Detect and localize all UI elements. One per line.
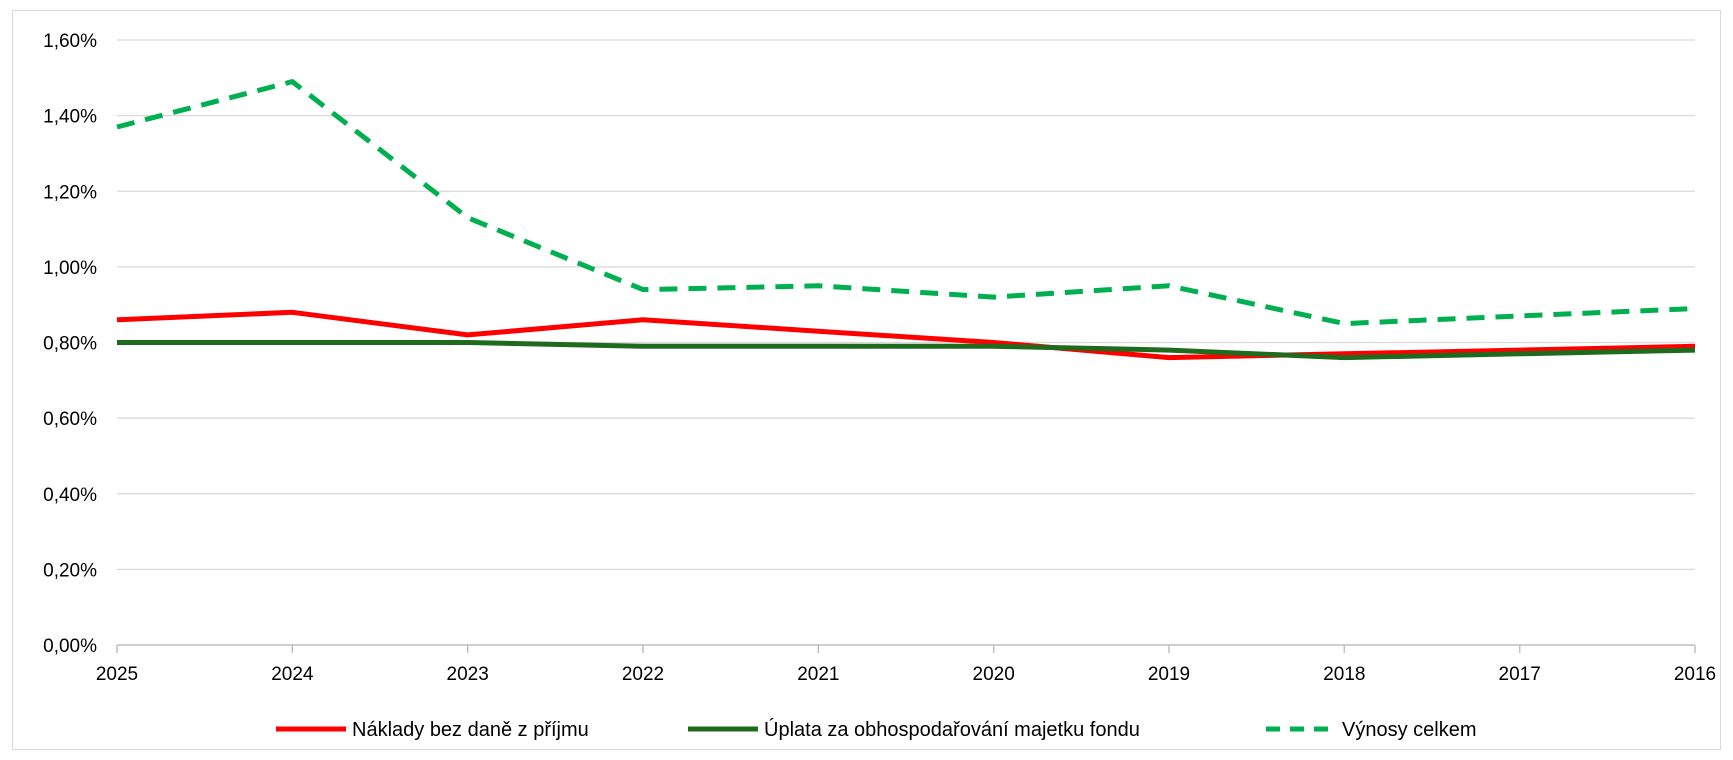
y-tick-label: 0,40% bbox=[43, 485, 97, 506]
legend-label: Náklady bez daně z příjmu bbox=[352, 719, 589, 741]
y-tick-label: 0,20% bbox=[43, 560, 97, 581]
gridlines bbox=[117, 39, 1695, 571]
x-tick-label: 2021 bbox=[797, 664, 839, 685]
series-line-1 bbox=[116, 309, 1696, 361]
x-tick-label: 2018 bbox=[1323, 664, 1365, 685]
y-tick-label: 0,60% bbox=[43, 409, 97, 430]
series-line-2 bbox=[117, 340, 1696, 361]
x-tick-label: 2019 bbox=[1148, 664, 1190, 685]
y-tick-label: 1,60% bbox=[43, 31, 97, 52]
y-tick-label: 0,00% bbox=[43, 636, 97, 657]
legend-label: Výnosy celkem bbox=[1342, 719, 1477, 741]
y-tick-label: 1,40% bbox=[43, 107, 97, 128]
legend-label: Úplata za obhospodařování majetku fondu bbox=[764, 718, 1140, 741]
series-lines bbox=[116, 79, 1696, 361]
chart-frame bbox=[12, 10, 1721, 750]
y-tick-label: 0,80% bbox=[43, 334, 97, 355]
y-tick-label: 1,00% bbox=[43, 258, 97, 279]
x-axis bbox=[116, 644, 1696, 653]
legend: Náklady bez daně z příjmu Úplata za obhos… bbox=[276, 718, 1477, 741]
x-tick-label: 2024 bbox=[271, 664, 314, 685]
x-axis-tick-labels: 2025 2024 2023 2022 2021 2020 2019 2018 2017 2016 bbox=[96, 664, 1716, 685]
y-tick-label: 1,20% bbox=[43, 182, 97, 203]
x-tick-label: 2016 bbox=[1674, 664, 1716, 685]
x-tick-label: 2025 bbox=[96, 664, 138, 685]
x-tick-label: 2023 bbox=[447, 664, 489, 685]
x-tick-label: 2017 bbox=[1499, 664, 1541, 685]
y-axis-tick-labels: 0,00% 0,20% 0,40% 0,60% 0,80% 1,00% 1,20% 1,40%… bbox=[43, 31, 97, 657]
series-line-3 bbox=[116, 79, 1696, 327]
x-tick-label: 2020 bbox=[973, 664, 1015, 685]
x-tick-label: 2022 bbox=[622, 664, 664, 685]
